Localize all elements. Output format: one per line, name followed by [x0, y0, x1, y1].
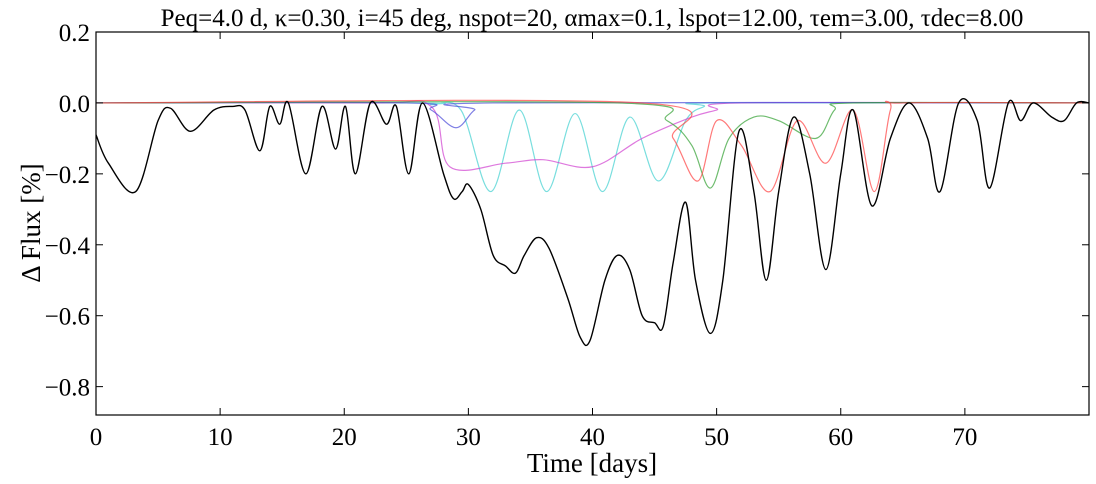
series-line	[96, 101, 1089, 129]
x-tick-label: 70	[952, 424, 977, 451]
y-tick-label: −0.2	[45, 162, 90, 189]
series-line	[96, 101, 1089, 189]
y-tick-label: −0.8	[45, 375, 90, 402]
chart-title: Peq=4.0 d, κ=0.30, i=45 deg, nspot=20, α…	[161, 5, 1024, 32]
x-axis-label: Time [days]	[527, 448, 657, 478]
y-tick-label: 0.2	[59, 20, 90, 47]
x-tick-label: 40	[580, 424, 605, 451]
y-tick-label: −0.4	[45, 233, 91, 260]
plot-frame	[95, 31, 1090, 416]
series-line	[96, 98, 1089, 347]
x-tick-label: 20	[332, 424, 357, 451]
x-tick-label: 10	[208, 424, 233, 451]
x-tick-label: 0	[90, 424, 103, 451]
series-line	[96, 101, 1089, 193]
series-line	[96, 99, 1089, 193]
x-tick-label: 60	[828, 424, 853, 451]
x-tick-label: 30	[456, 424, 481, 451]
y-tick-label: 0.0	[59, 91, 90, 118]
y-tick-label: −0.6	[45, 304, 90, 331]
x-tick-label: 50	[704, 424, 729, 451]
y-axis-label: Δ Flux [%]	[16, 163, 46, 282]
